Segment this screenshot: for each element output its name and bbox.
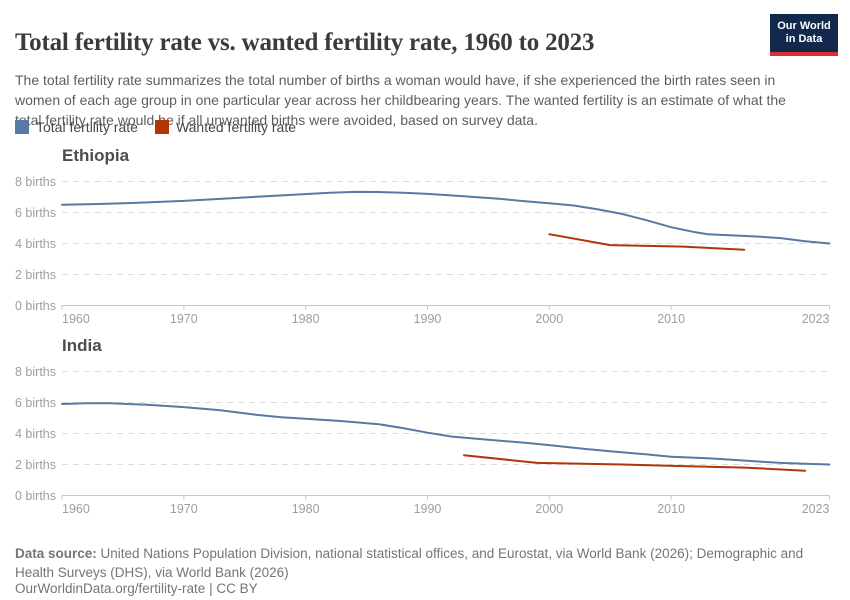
x-tick-label: 2010 [657,312,685,326]
y-tick-label: 0 births [15,299,56,313]
legend-label-wanted-fertility: Wanted fertility rate [175,119,297,135]
x-tick-label: 1980 [292,502,320,516]
legend: Total fertility rate Wanted fertility ra… [15,119,296,135]
x-tick-label: 1970 [170,502,198,516]
footer-source-text: United Nations Population Division, nati… [15,545,804,581]
legend-item-total-fertility[interactable]: Total fertility rate [15,119,138,135]
x-tick-label: 1990 [414,502,442,516]
footer-data-source: Data source: United Nations Population D… [15,544,830,583]
x-tick-label: 1980 [292,312,320,326]
owid-logo[interactable]: Our World in Data [770,14,838,56]
y-tick-label: 0 births [15,489,56,503]
y-tick-label: 4 births [15,427,56,441]
owid-logo-line2: in Data [785,33,823,45]
legend-label-total-fertility: Total fertility rate [36,119,138,135]
x-tick-label: 1960 [62,312,90,326]
y-tick-label: 4 births [15,237,56,251]
y-tick-label: 6 births [15,396,56,410]
legend-item-wanted-fertility[interactable]: Wanted fertility rate [154,119,297,135]
owid-logo-line1: Our World [777,19,831,32]
x-tick-label: 2023 [802,502,830,516]
facet-title-ethiopia: Ethiopia [62,146,130,165]
facet-title-india: India [62,336,102,355]
legend-swatch-wanted-fertility [154,120,169,134]
page-title: Total fertility rate vs. wanted fertilit… [15,28,595,56]
chart-india: 0 births 2 births 4 births 6 births 8 births… [15,365,831,516]
owid-logo-text: Our World in Data [770,14,838,52]
series-line-total-fertility-rate[interactable] [61,402,831,466]
x-tick-label: 2010 [657,502,685,516]
footer-license-link[interactable]: OurWorldinData.org/fertility-rate | CC B… [15,580,258,596]
y-tick-label: 8 births [15,175,56,189]
y-tick-label: 2 births [15,458,56,472]
y-tick-label: 6 births [15,206,56,220]
x-tick-label: 2000 [535,312,563,326]
series-line-wanted-fertility-rate[interactable] [548,233,746,251]
series-line-wanted-fertility-rate[interactable] [463,454,807,472]
legend-swatch-total-fertility [15,120,29,134]
x-tick-label: 1960 [62,502,90,516]
x-tick-label: 1970 [170,312,198,326]
x-tick-label: 2023 [802,312,830,326]
series-line-total-fertility-rate[interactable] [61,190,831,245]
y-tick-label: 2 births [15,268,56,282]
x-tick-label: 1990 [414,312,442,326]
x-tick-label: 2000 [535,502,563,516]
chart-ethiopia: 0 births 2 births 4 births 6 births 8 births… [15,175,831,326]
owid-logo-red-bar [770,52,838,56]
y-tick-label: 8 births [15,365,56,379]
chart-subtitle: The total fertility rate summarizes the … [15,72,786,129]
footer-source-label: Data source: [15,545,97,561]
